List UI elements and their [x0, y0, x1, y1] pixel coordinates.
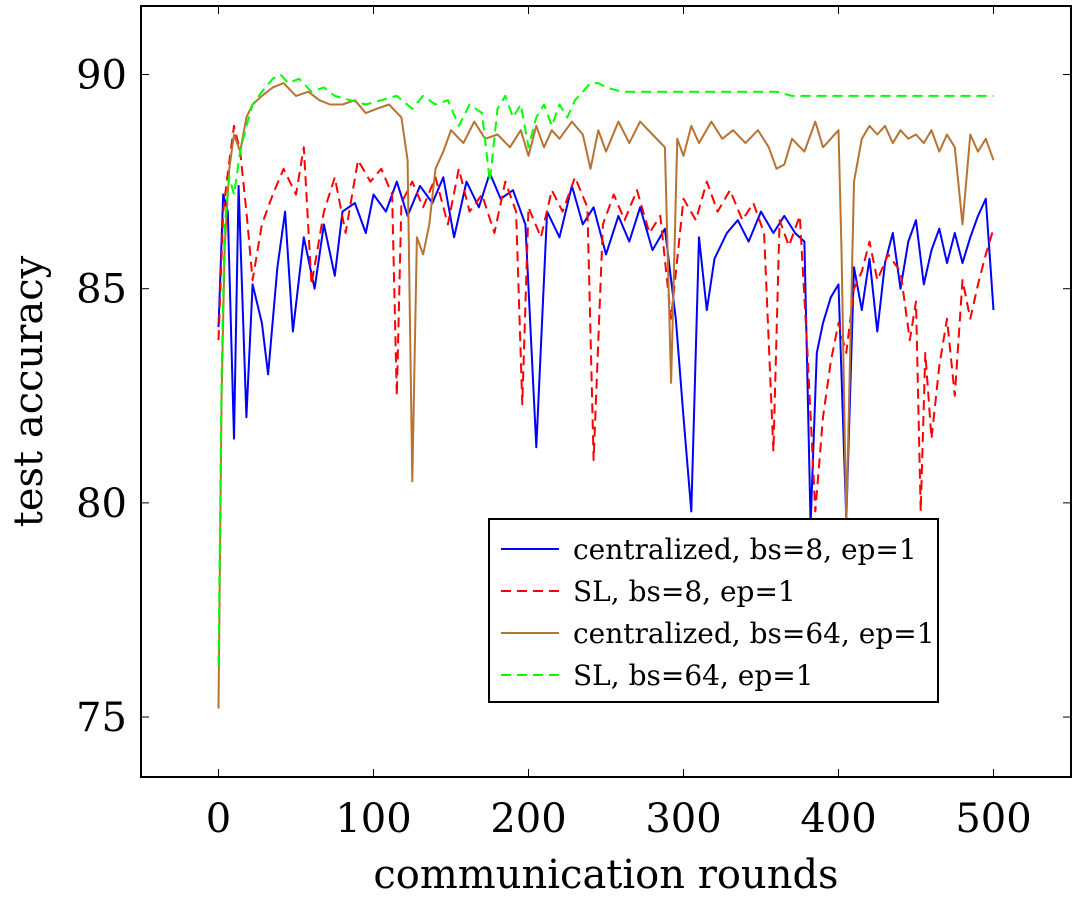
x-tick-label: 400	[800, 796, 876, 842]
series-line-2	[217, 124, 995, 513]
series-line-1	[217, 172, 995, 526]
series-line-4	[217, 73, 994, 666]
y-tick-label: 80	[76, 481, 127, 527]
y-axis-title: test accuracy	[6, 255, 52, 527]
legend-label-2: SL, bs=8, ep=1	[573, 575, 796, 608]
x-tick-label: 500	[955, 796, 1031, 842]
x-tick-label: 200	[490, 796, 566, 842]
y-tick-label: 85	[76, 267, 127, 313]
legend-box	[488, 518, 939, 703]
legend-label-3: centralized, bs=64, ep=1	[573, 617, 935, 650]
legend-label-1: centralized, bs=8, ep=1	[573, 533, 917, 566]
x-tick-label: 0	[206, 796, 231, 842]
series-layer	[217, 73, 995, 709]
x-axis-title: communication rounds	[373, 852, 838, 897]
y-tick-label: 90	[76, 53, 127, 99]
legend: centralized, bs=8, ep=1 SL, bs=8, ep=1 cen…	[488, 518, 939, 703]
plot-frame	[140, 5, 1072, 778]
x-tick-label: 300	[645, 796, 721, 842]
axis-ticks: 0 100 200 300 400 500 75 80 85 90	[76, 6, 1071, 842]
x-tick-label: 100	[335, 796, 411, 842]
legend-label-4: SL, bs=64, ep=1	[573, 659, 814, 692]
series-line-3	[217, 82, 995, 709]
y-tick-label: 75	[76, 695, 127, 741]
